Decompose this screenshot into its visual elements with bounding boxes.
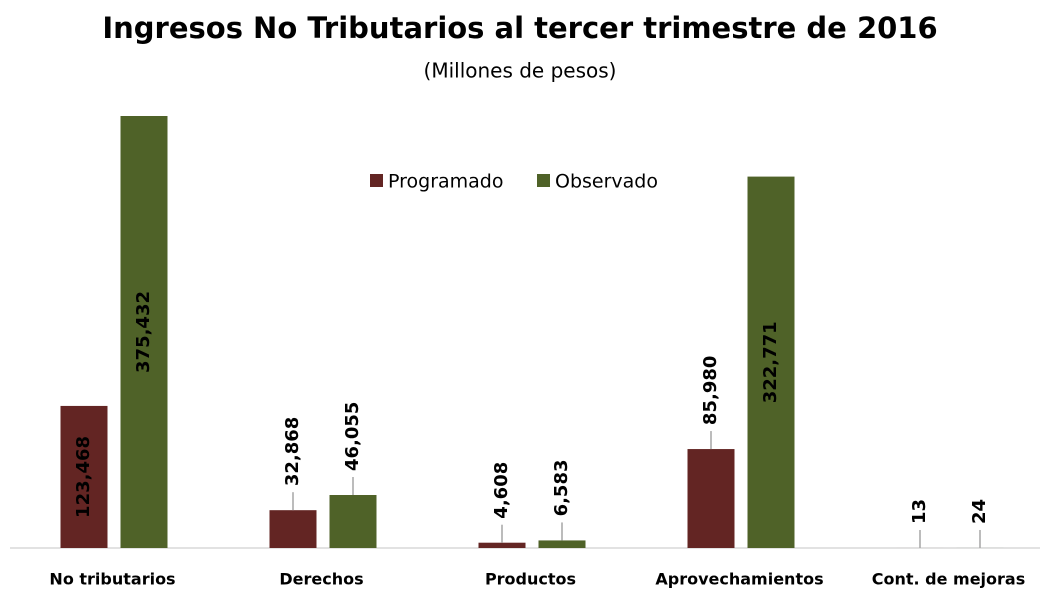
bar bbox=[538, 540, 586, 548]
data-label: 322,771 bbox=[760, 321, 781, 403]
data-label: 85,980 bbox=[700, 356, 721, 425]
data-label: 123,468 bbox=[73, 436, 94, 518]
legend-label: Observado bbox=[555, 171, 658, 193]
legend-swatch bbox=[537, 174, 550, 187]
chart-title: Ingresos No Tributarios al tercer trimes… bbox=[102, 11, 937, 45]
bar bbox=[478, 542, 526, 548]
bar bbox=[687, 449, 735, 548]
chart-subtitle: (Millones de pesos) bbox=[424, 59, 617, 83]
data-label: 6,583 bbox=[551, 459, 572, 516]
x-tick-label: Cont. de mejoras bbox=[872, 570, 1026, 589]
legend-label: Programado bbox=[388, 171, 504, 193]
data-label: 24 bbox=[969, 499, 990, 524]
x-tick-label: No tributarios bbox=[49, 570, 175, 589]
bar bbox=[269, 510, 317, 548]
data-label: 46,055 bbox=[342, 402, 363, 471]
bar bbox=[329, 495, 377, 548]
x-tick-label: Aprovechamientos bbox=[655, 570, 823, 589]
legend-swatch bbox=[370, 174, 383, 187]
data-label: 13 bbox=[909, 499, 930, 524]
bar bbox=[60, 405, 108, 548]
data-label: 4,608 bbox=[491, 462, 512, 519]
x-tick-label: Productos bbox=[485, 570, 576, 589]
data-label: 375,432 bbox=[133, 291, 154, 373]
x-tick-label: Derechos bbox=[279, 570, 363, 589]
bar bbox=[120, 116, 168, 548]
bar bbox=[747, 176, 795, 548]
data-label: 32,868 bbox=[282, 417, 303, 486]
